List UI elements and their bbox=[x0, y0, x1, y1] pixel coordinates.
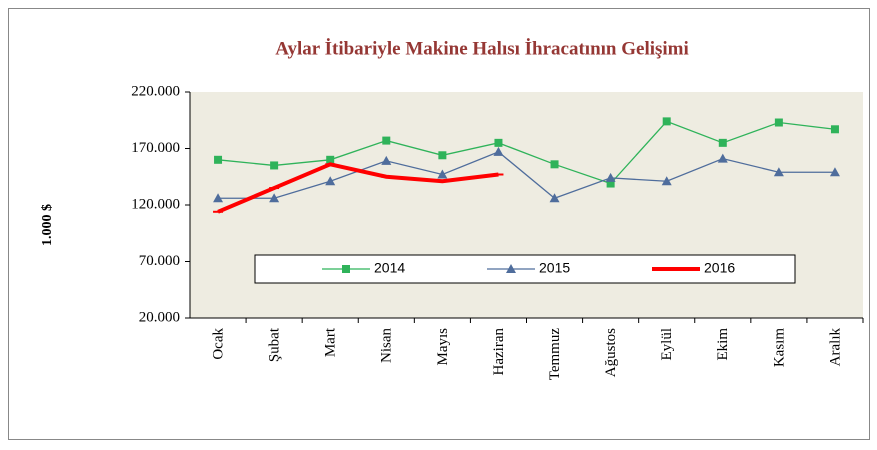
x-tick-label: Kasım bbox=[771, 328, 787, 367]
marker bbox=[774, 118, 783, 127]
marker bbox=[830, 125, 839, 134]
series-line bbox=[217, 162, 499, 214]
marker bbox=[550, 160, 559, 169]
marker bbox=[269, 193, 280, 203]
marker bbox=[494, 138, 503, 147]
x-tick-label: Mart bbox=[323, 327, 339, 357]
marker bbox=[437, 169, 448, 179]
x-tick-label: Aralık bbox=[827, 328, 843, 367]
chart-title: Aylar İtibariyle Makine Halısı İhracatın… bbox=[275, 38, 689, 59]
marker bbox=[773, 167, 784, 177]
x-tick-label: Temmuz bbox=[547, 328, 563, 381]
marker bbox=[326, 155, 335, 164]
marker bbox=[493, 146, 504, 156]
y-tick-label: 120.000 bbox=[131, 196, 180, 212]
x-tick-label: Ağustos bbox=[603, 328, 619, 377]
marker bbox=[381, 155, 392, 165]
legend-label: 2014 bbox=[374, 260, 405, 276]
y-axis-label: 1.000 $ bbox=[40, 204, 55, 246]
x-tick-label: Ocak bbox=[210, 328, 226, 360]
marker bbox=[382, 136, 391, 145]
marker bbox=[342, 265, 350, 273]
legend: 2014 2015 2016 bbox=[254, 254, 796, 284]
marker bbox=[325, 176, 336, 186]
marker bbox=[661, 176, 672, 186]
x-tick-label: Nisan bbox=[379, 328, 395, 363]
marker bbox=[606, 179, 615, 188]
marker bbox=[506, 264, 516, 273]
marker bbox=[717, 153, 728, 163]
y-tick-label: 70.000 bbox=[139, 253, 180, 269]
marker bbox=[718, 138, 727, 147]
x-tick-label: Haziran bbox=[491, 328, 507, 376]
marker bbox=[829, 167, 840, 177]
marker bbox=[605, 172, 616, 182]
y-tick-label: 220.000 bbox=[131, 83, 180, 99]
legend-label: 2016 bbox=[704, 260, 735, 276]
x-tick-label: Eylül bbox=[659, 328, 675, 361]
marker bbox=[662, 117, 671, 126]
y-tick-label: 20.000 bbox=[139, 309, 180, 325]
marker bbox=[549, 193, 560, 203]
x-tick-label: Şubat bbox=[267, 327, 283, 362]
marker bbox=[213, 193, 224, 203]
legend-label: 2015 bbox=[539, 260, 570, 276]
marker bbox=[438, 151, 447, 160]
plot-area bbox=[190, 92, 863, 318]
y-tick-label: 170.000 bbox=[131, 140, 180, 156]
x-tick-label: Mayıs bbox=[435, 328, 451, 366]
x-tick-label: Ekim bbox=[715, 328, 731, 361]
series-line bbox=[217, 120, 836, 185]
series-line bbox=[218, 151, 835, 199]
marker bbox=[214, 155, 223, 164]
marker bbox=[270, 161, 279, 170]
